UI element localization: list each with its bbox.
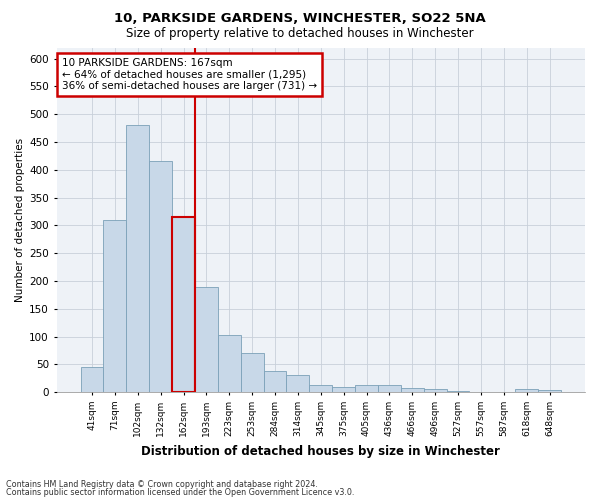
Bar xyxy=(378,386,401,392)
Bar xyxy=(538,390,561,392)
Bar xyxy=(424,390,446,392)
Bar xyxy=(310,385,332,392)
Bar xyxy=(218,335,241,392)
Bar xyxy=(515,390,538,392)
Bar xyxy=(263,371,286,392)
Bar xyxy=(149,162,172,392)
Bar xyxy=(103,220,127,392)
Bar xyxy=(446,391,469,392)
Text: 10, PARKSIDE GARDENS, WINCHESTER, SO22 5NA: 10, PARKSIDE GARDENS, WINCHESTER, SO22 5… xyxy=(114,12,486,26)
Bar xyxy=(80,367,103,392)
Bar xyxy=(401,388,424,392)
Text: Contains public sector information licensed under the Open Government Licence v3: Contains public sector information licen… xyxy=(6,488,355,497)
Text: 10 PARKSIDE GARDENS: 167sqm
← 64% of detached houses are smaller (1,295)
36% of : 10 PARKSIDE GARDENS: 167sqm ← 64% of det… xyxy=(62,58,317,91)
Bar xyxy=(127,126,149,392)
Y-axis label: Number of detached properties: Number of detached properties xyxy=(15,138,25,302)
Bar xyxy=(286,376,310,392)
Text: Size of property relative to detached houses in Winchester: Size of property relative to detached ho… xyxy=(126,28,474,40)
Bar xyxy=(195,286,218,392)
X-axis label: Distribution of detached houses by size in Winchester: Distribution of detached houses by size … xyxy=(142,444,500,458)
Bar xyxy=(241,353,263,392)
Bar xyxy=(172,217,195,392)
Bar xyxy=(332,386,355,392)
Bar xyxy=(355,385,378,392)
Text: Contains HM Land Registry data © Crown copyright and database right 2024.: Contains HM Land Registry data © Crown c… xyxy=(6,480,318,489)
